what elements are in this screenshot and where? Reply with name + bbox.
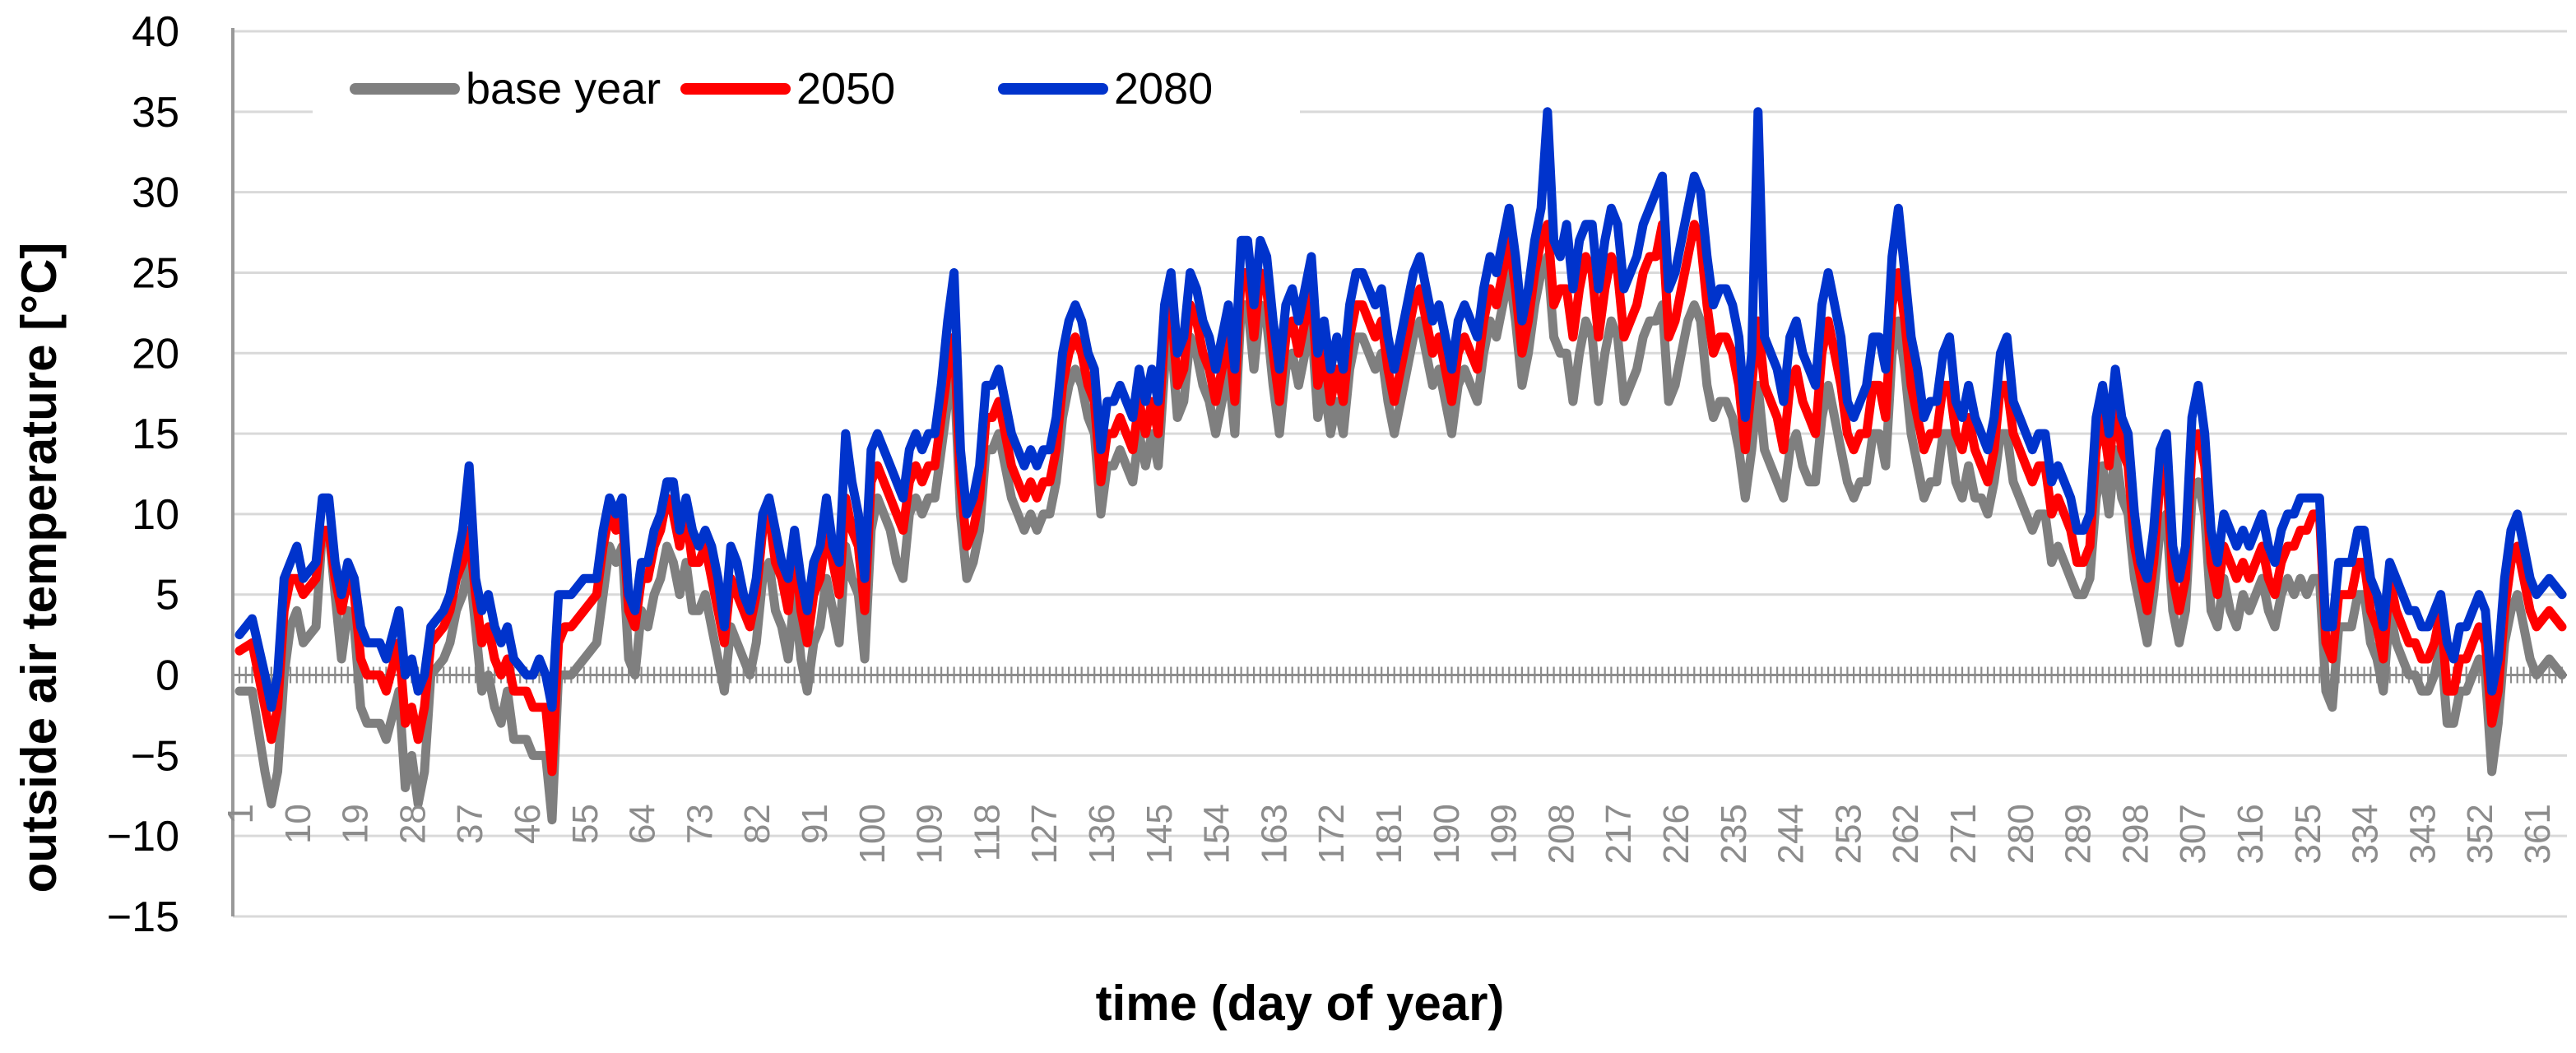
series-lines — [234, 107, 2567, 825]
x-tick-label: 190 — [1427, 804, 1467, 864]
x-tick-label: 46 — [508, 804, 548, 844]
x-tick-label: 118 — [967, 804, 1007, 861]
x-tick-label: 334 — [2346, 804, 2386, 864]
x-tick-label: 163 — [1254, 804, 1294, 864]
x-tick-label: 55 — [565, 804, 606, 844]
y-tick-label: 15 — [132, 411, 179, 458]
x-tick-labels: 1 10 19 28 37 46 55 64 73 82 91 100 109 118 127 136 145 1… — [220, 804, 2558, 864]
x-tick-label: 109 — [910, 804, 950, 864]
x-tick-label: 73 — [680, 804, 720, 844]
y-tick-label: 35 — [132, 89, 179, 137]
x-tick-label: 100 — [852, 804, 893, 864]
x-tick-label: 289 — [2058, 804, 2099, 864]
x-tick-label: 244 — [1771, 804, 1812, 864]
y-tick-label: 25 — [132, 249, 179, 297]
x-tick-label: 226 — [1656, 804, 1696, 864]
x-tick-label: 127 — [1024, 804, 1065, 864]
x-tick-label: 316 — [2230, 804, 2271, 864]
x-tick-label: 280 — [2001, 804, 2041, 864]
series-line-2050 — [234, 220, 2567, 777]
x-tick-label: 271 — [1943, 804, 1984, 864]
x-tick-label: 262 — [1886, 804, 1926, 864]
y-tick-label: 40 — [132, 8, 179, 56]
x-tick-label: 91 — [795, 804, 835, 844]
series-line-base-year — [234, 252, 2567, 825]
x-tick-label: 181 — [1369, 804, 1409, 864]
x-tick-label: 82 — [737, 804, 777, 844]
x-tick-label: 1 — [220, 804, 261, 823]
y-tick-label: 20 — [132, 330, 179, 378]
y-tick-label: 5 — [155, 572, 179, 619]
y-tick-label: 30 — [132, 169, 179, 217]
x-tick-label: 325 — [2288, 804, 2328, 864]
x-tick-label: 28 — [392, 804, 433, 844]
x-tick-label: 199 — [1484, 804, 1525, 864]
x-tick-label: 10 — [278, 804, 318, 844]
x-axis-tick-band — [233, 666, 2567, 684]
y-tick-labels: 40 35 30 25 20 15 10 5 0 −5 −10 −15 — [107, 8, 179, 941]
legend-label-2050: 2050 — [796, 64, 895, 114]
y-tick-label: 10 — [132, 491, 179, 539]
x-tick-label: 154 — [1197, 804, 1237, 864]
x-tick-label: 361 — [2518, 804, 2558, 864]
y-tick-label: 0 — [155, 652, 179, 700]
x-tick-label: 352 — [2460, 804, 2500, 864]
x-tick-label: 172 — [1311, 804, 1352, 864]
legend-label-base-year: base year — [466, 64, 661, 114]
x-tick-label: 19 — [336, 804, 376, 844]
x-tick-label: 217 — [1599, 804, 1639, 864]
x-tick-label: 307 — [2173, 804, 2213, 864]
legend: base year 2050 2080 — [313, 33, 1300, 140]
y-tick-label: −5 — [131, 732, 179, 780]
x-tick-label: 343 — [2402, 804, 2443, 864]
x-axis-title: time (day of year) — [1096, 976, 1505, 1031]
x-tick-label: 253 — [1828, 804, 1868, 864]
series-line-2080 — [234, 107, 2567, 712]
x-tick-label: 37 — [450, 804, 490, 844]
x-tick-label: 298 — [2115, 804, 2156, 864]
x-tick-label: 145 — [1139, 804, 1180, 864]
x-tick-label: 208 — [1541, 804, 1581, 864]
legend-background — [313, 33, 1300, 140]
y-tick-label: −15 — [107, 893, 179, 941]
x-tick-label: 235 — [1714, 804, 1754, 864]
y-axis-title: outside air temperature [°C] — [12, 243, 67, 893]
y-tick-label: −10 — [107, 813, 179, 860]
x-axis-day-ticks — [238, 666, 2564, 684]
legend-label-2080: 2080 — [1114, 64, 1213, 114]
x-tick-label: 64 — [623, 804, 663, 844]
x-tick-label: 136 — [1082, 804, 1122, 864]
